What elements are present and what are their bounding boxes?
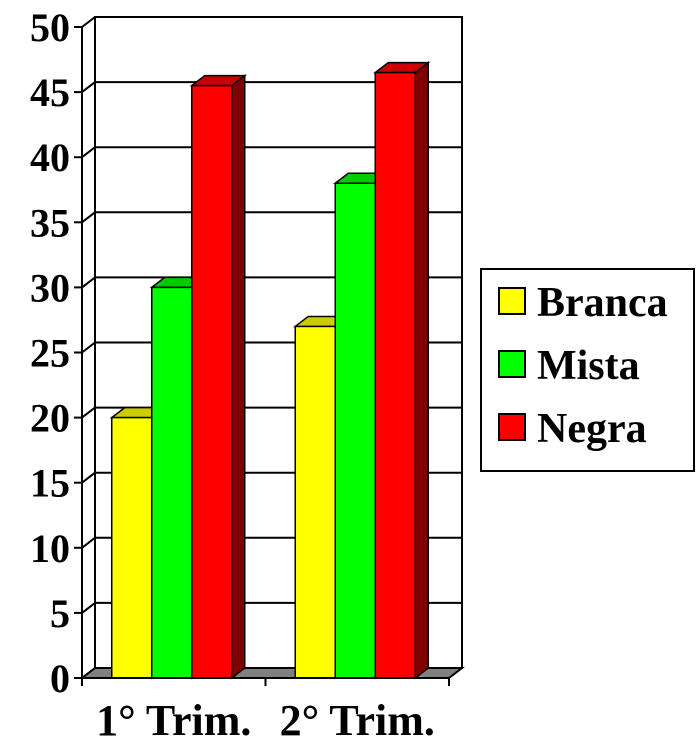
y-tick-label: 20 — [30, 396, 70, 441]
y-tick-label: 50 — [30, 5, 70, 50]
bars — [109, 61, 431, 680]
y-tick-label: 15 — [30, 461, 70, 506]
x-tick-label: 2° Trim. — [280, 696, 435, 741]
bar-front — [151, 286, 193, 679]
gridline-side — [81, 146, 96, 158]
bar-side — [414, 61, 429, 680]
gridline-side — [81, 211, 96, 224]
bar-front — [374, 71, 416, 679]
bar-front — [294, 325, 336, 679]
y-tick-label: 45 — [30, 70, 70, 115]
y-tick-label: 40 — [30, 135, 70, 180]
legend-swatch — [498, 413, 526, 441]
gridline-side — [81, 341, 96, 354]
y-tick-label: 0 — [50, 656, 70, 701]
bar-front — [334, 182, 376, 679]
legend-swatch — [498, 287, 526, 315]
y-tick-label: 35 — [30, 200, 70, 245]
x-tick-label: 1° Trim. — [96, 696, 251, 741]
gridline-side — [81, 602, 96, 614]
gridline-side — [81, 471, 96, 484]
legend: Branca Mista Negra — [480, 268, 695, 472]
gridline-side — [81, 537, 96, 549]
x-axis-labels: 1° Trim. 2° Trim. — [96, 696, 435, 741]
bar — [373, 61, 431, 680]
gridline-side — [81, 406, 96, 419]
bar-side — [231, 74, 246, 680]
legend-label: Branca — [537, 280, 668, 326]
bar-front — [111, 416, 153, 679]
gridline-side — [81, 276, 96, 289]
gridline-side — [81, 81, 96, 93]
y-tick-label: 10 — [30, 526, 70, 571]
y-tick-label: 25 — [30, 331, 70, 376]
legend-label: Mista — [537, 343, 640, 389]
legend-swatch — [498, 350, 526, 378]
legend-label: Negra — [537, 406, 647, 452]
y-tick-label: 30 — [30, 265, 70, 310]
y-axis-ticks: 0 5 10 15 20 25 30 35 40 45 50 — [30, 5, 82, 701]
gridline-side — [81, 16, 96, 28]
bar-front — [191, 84, 233, 679]
bar — [189, 74, 247, 680]
y-tick-label: 5 — [50, 591, 70, 636]
